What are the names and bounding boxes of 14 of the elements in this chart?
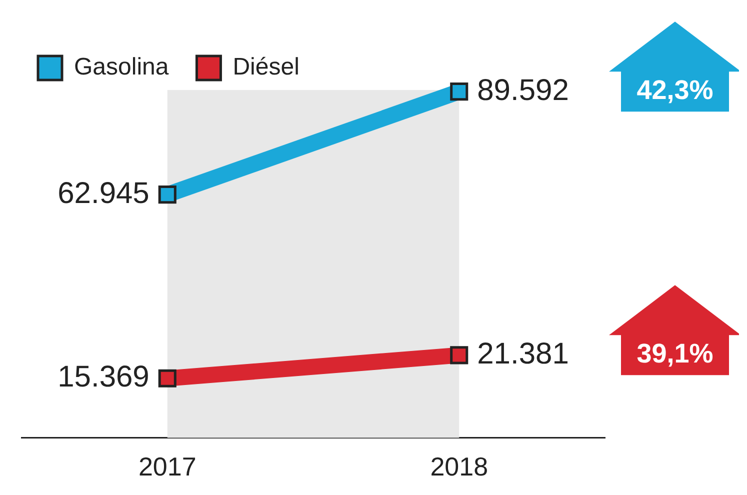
point: [158, 369, 176, 388]
text: 39,1%: [636, 338, 714, 369]
data-label: 89.592: [477, 74, 569, 107]
legend-label: Diésel: [232, 54, 300, 81]
data-label: 15.369: [58, 360, 150, 394]
data-label: 62.945: [58, 176, 150, 210]
x-tick-label: 2017: [138, 452, 196, 482]
point: [450, 346, 468, 364]
point: [158, 186, 176, 204]
point: [450, 82, 468, 101]
data-label: 21.381: [477, 337, 569, 370]
legend-label: Gasolina: [74, 54, 170, 81]
x-tick-label: 2018: [430, 452, 488, 482]
text: 42,3%: [636, 75, 714, 106]
